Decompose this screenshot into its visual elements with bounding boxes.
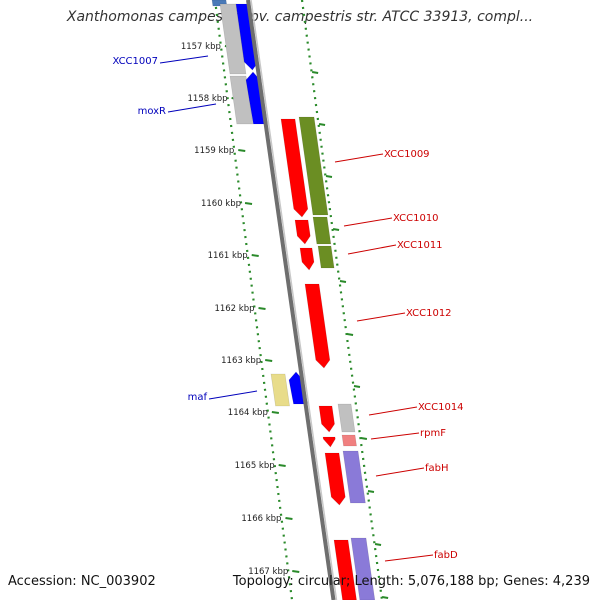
map-title: Xanthomonas campestris pv. campestris st… <box>66 9 534 25</box>
tick-mark <box>353 385 361 388</box>
tick-mark <box>271 411 280 414</box>
topology-text: Topology: circular; Length: 5,076,188 bp… <box>232 574 590 589</box>
gene-block <box>318 405 335 433</box>
gene-block <box>294 219 311 245</box>
tick-mark <box>251 254 259 257</box>
gene-label-maf[interactable]: maf <box>188 392 208 403</box>
tick-mark <box>292 570 300 573</box>
label-leader-line <box>167 103 217 113</box>
gene-label-fabd[interactable]: fabD <box>434 550 458 561</box>
tick-label: 1163 kbp <box>221 356 261 366</box>
gene-label-xcc1007[interactable]: XCC1007 <box>112 56 158 67</box>
tick-label: 1167 kbp <box>248 567 288 577</box>
label-leader-line <box>208 390 258 400</box>
tick-mark <box>367 490 375 493</box>
dotted-guides <box>213 0 384 600</box>
tick-mark <box>244 202 253 205</box>
gene-block <box>299 247 315 271</box>
label-leaders <box>159 55 434 562</box>
label-leader-line <box>375 467 425 477</box>
tick-mark <box>332 228 340 231</box>
tick-mark <box>374 543 382 546</box>
tick-mark <box>265 359 273 362</box>
tick-mark <box>325 175 333 178</box>
label-leader-line <box>368 406 418 416</box>
label-leader-line <box>334 153 384 163</box>
gene-block <box>322 436 336 448</box>
gene-label-fabh[interactable]: fabH <box>425 463 449 474</box>
tick-mark <box>238 149 246 152</box>
tick-mark <box>285 517 293 520</box>
gene-block <box>341 434 357 447</box>
label-leader-line <box>356 312 406 322</box>
gene-labels: XCC1007 moxR XCC1009 XCC1010 XCC1011 XCC1012 m… <box>112 56 463 561</box>
label-leader-line <box>384 554 434 562</box>
backbone-highlight <box>250 0 338 600</box>
tick-label: 1162 kbp <box>214 304 254 314</box>
tick-label: 1159 kbp <box>194 146 234 156</box>
gene-label-rpmf[interactable]: rpmF <box>420 428 446 439</box>
gene-block <box>229 75 254 125</box>
gene-block <box>350 537 376 600</box>
left-guide-line <box>213 0 294 600</box>
gene-block <box>337 403 356 433</box>
tick-label: 1160 kbp <box>201 199 241 209</box>
gene-label-moxr[interactable]: moxR <box>138 106 166 117</box>
ruler-ticks: 1157 kbp 1158 kbp 1159 kbp 1160 kbp 1161 kbp… <box>181 42 389 599</box>
gene-block <box>280 118 309 218</box>
tick-label: 1158 kbp <box>188 94 228 104</box>
gene-block <box>219 3 247 75</box>
tick-label: 1161 kbp <box>208 251 248 261</box>
gene-block <box>304 283 331 369</box>
gene-block <box>317 245 335 269</box>
tick-mark <box>318 123 326 126</box>
gene-label-xcc1014[interactable]: XCC1014 <box>418 402 464 413</box>
tick-label: 1164 kbp <box>228 408 268 418</box>
gene-block <box>324 452 346 506</box>
tick-mark <box>346 333 354 336</box>
tick-label: 1165 kbp <box>235 461 275 471</box>
accession-text: Accession: NC_003902 <box>8 574 156 589</box>
tick-mark <box>258 307 266 310</box>
gene-label-xcc1012[interactable]: XCC1012 <box>406 308 452 319</box>
tick-mark <box>381 596 389 599</box>
label-leader-line <box>343 217 393 227</box>
backbone-strand <box>246 0 338 600</box>
gene-label-xcc1011[interactable]: XCC1011 <box>397 240 443 251</box>
tick-mark <box>339 280 347 283</box>
tick-mark <box>311 71 319 74</box>
gene-block <box>312 216 332 245</box>
right-guide-line <box>300 0 384 600</box>
backbone-line <box>246 0 336 600</box>
tick-label: 1166 kbp <box>241 514 281 524</box>
label-leader-line <box>347 244 397 255</box>
tick-label: 1157 kbp <box>181 42 221 52</box>
gene-block <box>333 539 357 600</box>
tick-mark <box>278 464 286 467</box>
gene-label-xcc1009[interactable]: XCC1009 <box>384 149 430 160</box>
tick-mark <box>360 437 368 440</box>
gene-block <box>342 450 366 504</box>
gene-block <box>298 116 329 216</box>
label-leader-line <box>370 432 420 440</box>
label-leader-line <box>159 55 209 64</box>
gene-block <box>270 373 290 407</box>
gene-label-xcc1010[interactable]: XCC1010 <box>393 213 439 224</box>
